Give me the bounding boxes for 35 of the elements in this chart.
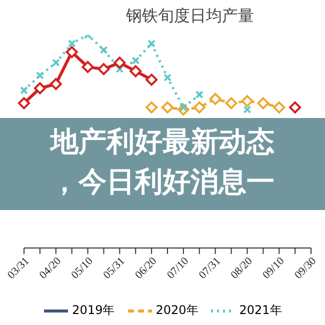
point — [243, 106, 252, 114]
point — [289, 101, 302, 114]
point — [148, 40, 156, 48]
point — [18, 97, 30, 110]
point — [209, 92, 222, 105]
point — [146, 101, 158, 114]
point — [98, 63, 110, 76]
annotation: 地产利好最新动态 — [48, 124, 276, 160]
legend-label: 2021年 — [239, 302, 282, 319]
point — [82, 60, 94, 73]
point — [193, 101, 206, 114]
point — [164, 74, 172, 82]
point — [162, 101, 174, 114]
point — [225, 97, 238, 110]
point — [130, 65, 142, 78]
point — [241, 95, 254, 108]
point — [132, 56, 140, 65]
point — [257, 97, 270, 110]
legend-label: 2019年 — [72, 302, 115, 319]
legend-label: 2020年 — [156, 302, 198, 319]
point — [195, 90, 204, 99]
chart-title: 钢铁旬度日均产量 — [125, 6, 255, 27]
point — [114, 56, 126, 69]
point — [34, 82, 46, 94]
point — [52, 58, 60, 67]
point — [36, 71, 44, 80]
point — [20, 86, 28, 94]
point — [50, 78, 62, 90]
point — [68, 40, 76, 48]
point — [100, 46, 108, 54]
annotation: ，今日利好消息一 — [50, 164, 276, 200]
point — [116, 65, 124, 74]
point — [273, 101, 286, 114]
point — [146, 74, 158, 86]
point — [66, 46, 78, 58]
